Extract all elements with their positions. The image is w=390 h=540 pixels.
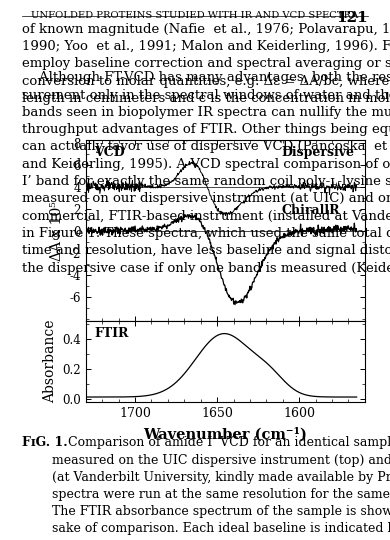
Text: Dispersive: Dispersive [281,146,354,159]
Y-axis label: Absorbance: Absorbance [43,320,57,403]
Text: FTIR: FTIR [94,327,129,340]
Y-axis label: ΔA x 10⁵: ΔA x 10⁵ [50,201,64,261]
Text: UNFOLDED PROTEINS STUDIED WITH IR AND VCD SPECTRA: UNFOLDED PROTEINS STUDIED WITH IR AND VC… [32,11,358,21]
Text: FɪG. 1.: FɪG. 1. [22,436,68,449]
Text: 121: 121 [336,11,368,25]
Text: ChirallR: ChirallR [281,204,339,217]
X-axis label: Wavenumber (cm⁻¹): Wavenumber (cm⁻¹) [144,427,307,441]
Text: of known magnitude (Nafie  et al., 1976; Polavarapu, 1985; Keiderling,
1990; Yoo: of known magnitude (Nafie et al., 1976; … [22,23,390,105]
Text: Although FT-VCD has many advantages, both the restriction to mea-
surement only : Although FT-VCD has many advantages, bot… [22,71,390,274]
Text: Comparison of amide I’ VCD for an identical sample of poly-ʟ-lysine in D₂O as
me: Comparison of amide I’ VCD for an identi… [51,436,390,540]
Text: VCD: VCD [94,146,125,159]
